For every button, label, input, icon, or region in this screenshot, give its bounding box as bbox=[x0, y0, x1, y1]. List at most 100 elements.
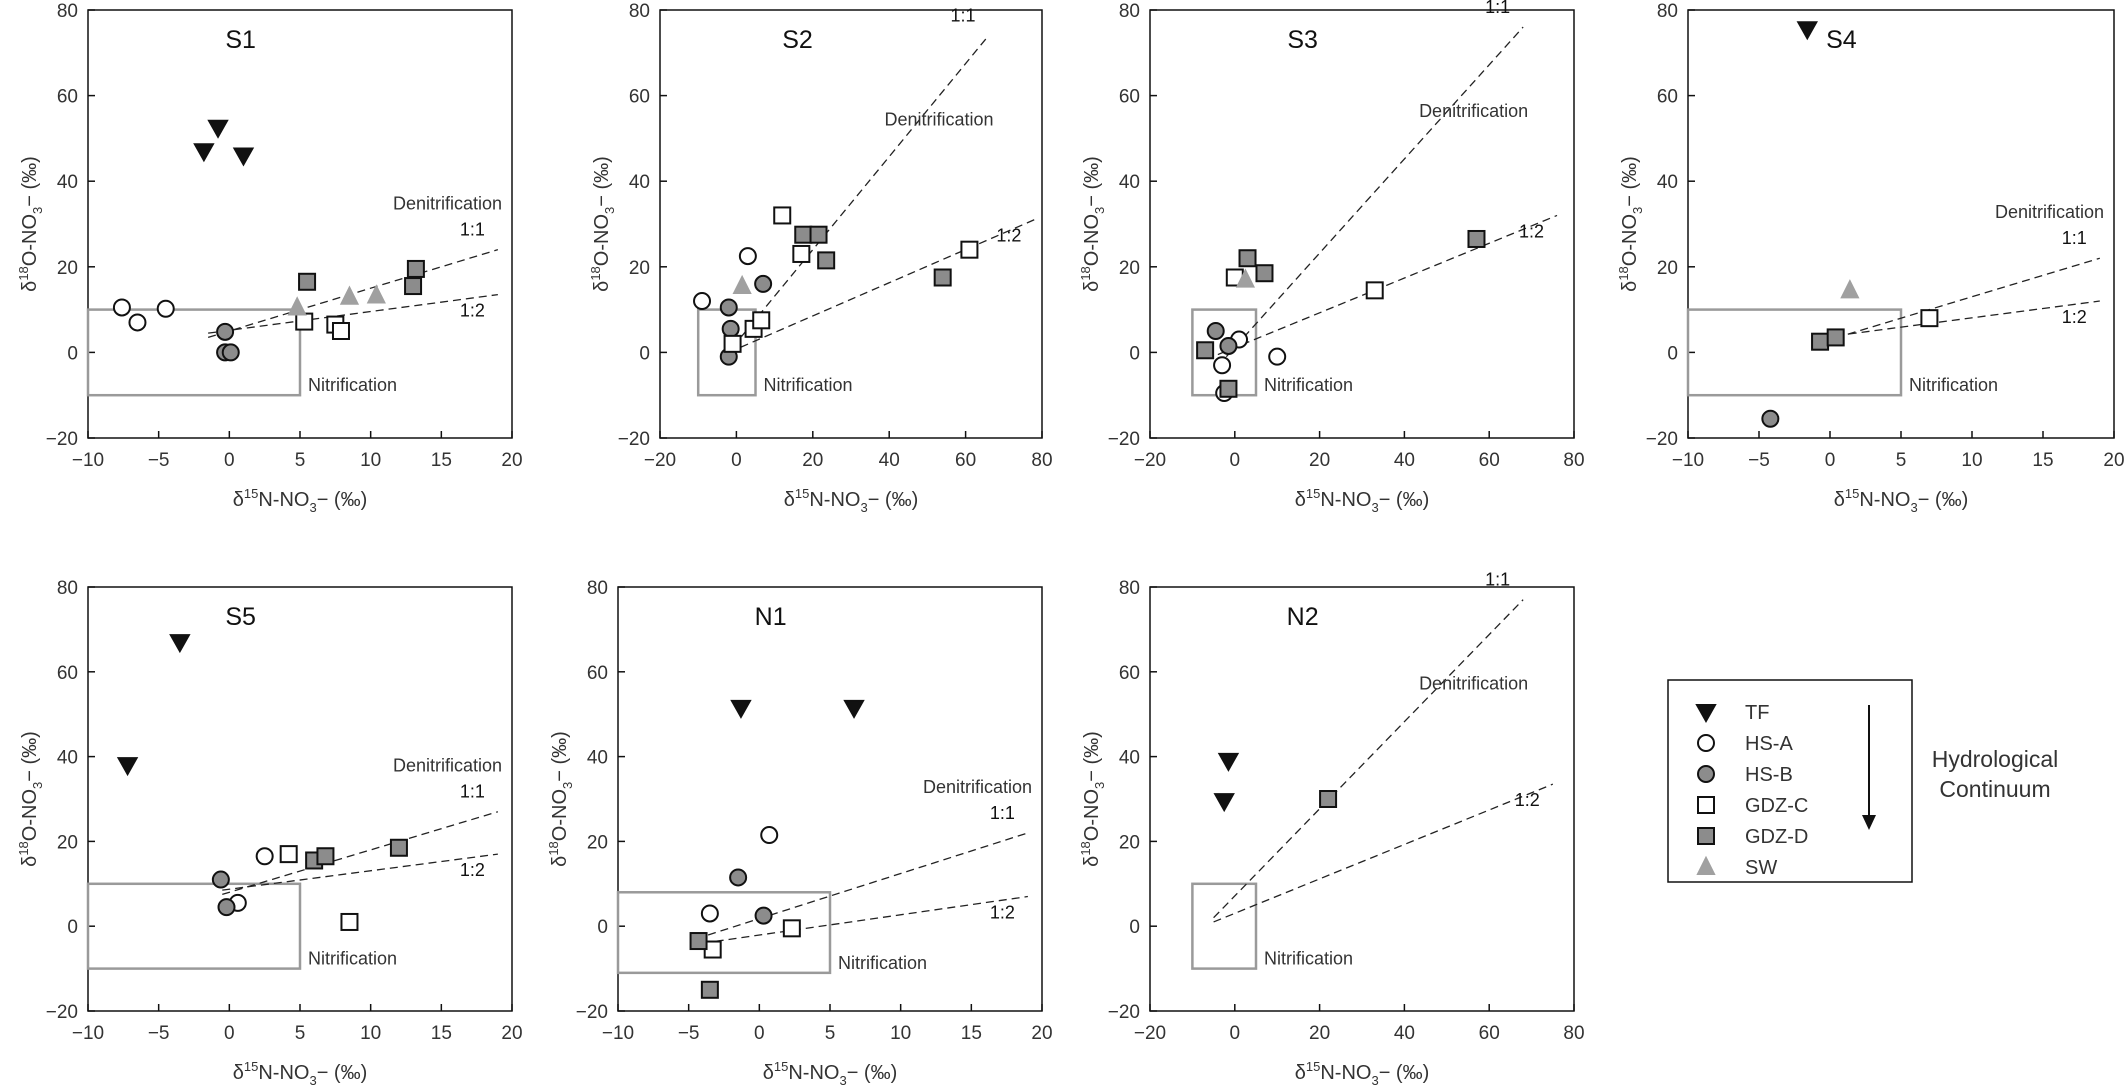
marker-hs-a bbox=[1213, 356, 1232, 375]
x-axis-label: δ15N-NO3− (‰) bbox=[233, 1059, 368, 1088]
y-tick-label: 40 bbox=[629, 172, 650, 193]
legend-label-hs-a: HS-A bbox=[1745, 733, 1793, 755]
x-tick-label: −10 bbox=[72, 1023, 104, 1044]
panel-title: S4 bbox=[1826, 26, 1857, 54]
ratio-label-1-2: 1:2 bbox=[1519, 221, 1544, 241]
x-tick-label: 10 bbox=[360, 450, 381, 471]
nitrification-label: Nitrification bbox=[1264, 949, 1353, 969]
marker-hs-a bbox=[156, 299, 175, 318]
y-axis-label: δ18O-NO3− (‰) bbox=[588, 156, 617, 292]
y-tick-label: 60 bbox=[1657, 87, 1678, 108]
marker-hs-b bbox=[1761, 409, 1780, 428]
x-tick-label: 20 bbox=[1031, 1023, 1052, 1044]
y-tick-label: 0 bbox=[1129, 343, 1140, 364]
x-tick-label: 5 bbox=[295, 450, 306, 471]
y-tick-label: 20 bbox=[1119, 258, 1140, 279]
ratio-label-1-1: 1:1 bbox=[951, 6, 976, 26]
x-tick-label: 15 bbox=[431, 450, 452, 471]
y-axis-label: δ18O-NO3− (‰) bbox=[16, 156, 45, 292]
marker-gdz-d bbox=[1811, 332, 1830, 351]
hydrological-arrow-head bbox=[1862, 815, 1876, 830]
y-tick-label: 20 bbox=[587, 832, 608, 853]
x-tick-label: 0 bbox=[754, 1023, 765, 1044]
legend-label-sw: SW bbox=[1745, 857, 1777, 879]
marker-tf bbox=[207, 119, 229, 139]
y-axis-label: δ18O-NO3− (‰) bbox=[1078, 731, 1107, 867]
plot-frame bbox=[1149, 586, 1575, 1012]
legend-label-gdz-c: GDZ-C bbox=[1745, 795, 1808, 817]
x-tick-label: 60 bbox=[1479, 450, 1500, 471]
marker-tf bbox=[1213, 793, 1235, 813]
nitrification-label: Nitrification bbox=[308, 375, 397, 395]
marker-hs-b bbox=[217, 898, 236, 917]
y-tick-label: −20 bbox=[576, 1002, 608, 1023]
marker-gdz-d bbox=[700, 980, 719, 999]
x-tick-label: 10 bbox=[360, 1023, 381, 1044]
y-tick-label: 20 bbox=[57, 258, 78, 279]
marker-hs-b bbox=[721, 319, 740, 338]
x-tick-label: −10 bbox=[72, 450, 104, 471]
y-tick-label: 0 bbox=[1129, 917, 1140, 938]
marker-tf bbox=[232, 147, 255, 167]
y-tick-label: −20 bbox=[46, 429, 78, 450]
y-tick-label: 40 bbox=[1657, 172, 1678, 193]
marker-gdz-c bbox=[1365, 281, 1384, 300]
nitrification-box bbox=[86, 308, 302, 397]
nitrification-label: Nitrification bbox=[764, 375, 853, 395]
marker-gdz-d bbox=[1319, 790, 1338, 808]
marker-gdz-d bbox=[389, 838, 408, 857]
marker-gdz-c bbox=[960, 240, 979, 259]
marker-hs-a bbox=[700, 904, 719, 923]
marker-gdz-d bbox=[316, 847, 335, 866]
legend-marker-gdz-d bbox=[1697, 827, 1715, 845]
marker-gdz-d bbox=[933, 268, 952, 287]
x-tick-label: −5 bbox=[678, 1023, 700, 1044]
ratio-line-1-2 bbox=[1213, 783, 1554, 923]
marker-gdz-c bbox=[331, 322, 350, 340]
ratio-label-1-2: 1:2 bbox=[996, 226, 1021, 246]
y-tick-label: 40 bbox=[587, 748, 608, 769]
y-tick-label: 20 bbox=[57, 832, 78, 853]
x-tick-label: −10 bbox=[602, 1023, 634, 1044]
x-tick-label: 15 bbox=[961, 1023, 982, 1044]
y-axis-label: δ18O-NO3− (‰) bbox=[1616, 156, 1645, 292]
legend-label-tf: TF bbox=[1745, 702, 1769, 724]
x-tick-label: 15 bbox=[2032, 450, 2053, 471]
y-tick-label: −20 bbox=[618, 429, 650, 450]
marker-hs-a bbox=[693, 292, 712, 311]
panel-n2: −20 0 20 40 60 80 −20 0 20 40 60 80 δ15N-NO3− (‰) δ18… bbox=[1078, 570, 1585, 1088]
x-axis-label: δ15N-NO3− (‰) bbox=[1295, 1059, 1430, 1088]
marker-tf bbox=[1217, 752, 1240, 772]
y-tick-label: 20 bbox=[1119, 832, 1140, 853]
y-axis-label: δ18O-NO3− (‰) bbox=[546, 731, 575, 867]
marker-hs-a bbox=[255, 847, 274, 866]
marker-sw bbox=[339, 285, 360, 305]
marker-hs-b bbox=[719, 298, 738, 317]
marker-sw bbox=[287, 296, 307, 316]
ratio-label-1-2: 1:2 bbox=[460, 301, 485, 321]
ratio-line-1-1 bbox=[724, 35, 990, 358]
marker-gdz-c bbox=[1920, 309, 1939, 328]
x-tick-label: 20 bbox=[802, 450, 823, 471]
ratio-label-1-1: 1:1 bbox=[2062, 228, 2087, 248]
y-tick-label: 80 bbox=[57, 578, 78, 599]
marker-gdz-d bbox=[298, 272, 317, 291]
ratio-label-1-2: 1:2 bbox=[2062, 307, 2087, 327]
denitrification-label: Denitrification bbox=[393, 756, 502, 776]
marker-hs-b bbox=[216, 322, 235, 341]
nitrification-box bbox=[86, 882, 302, 970]
legend: TF HS-A HS-B GDZ-C GDZ-D SW bbox=[1667, 679, 1913, 883]
marker-gdz-d bbox=[817, 251, 836, 270]
marker-gdz-c bbox=[792, 244, 811, 263]
x-tick-label: 80 bbox=[1563, 1023, 1584, 1044]
x-tick-label: 0 bbox=[1825, 450, 1836, 471]
x-tick-label: −20 bbox=[1134, 450, 1166, 471]
x-tick-label: 60 bbox=[1479, 1023, 1500, 1044]
marker-gdz-c bbox=[723, 334, 742, 353]
legend-marker-gdz-c bbox=[1697, 796, 1715, 814]
x-tick-label: −10 bbox=[1672, 450, 1704, 471]
x-tick-label: 0 bbox=[224, 450, 235, 471]
marker-tf bbox=[730, 699, 752, 719]
marker-tf bbox=[193, 143, 215, 163]
ratio-label-1-1: 1:1 bbox=[460, 782, 485, 802]
